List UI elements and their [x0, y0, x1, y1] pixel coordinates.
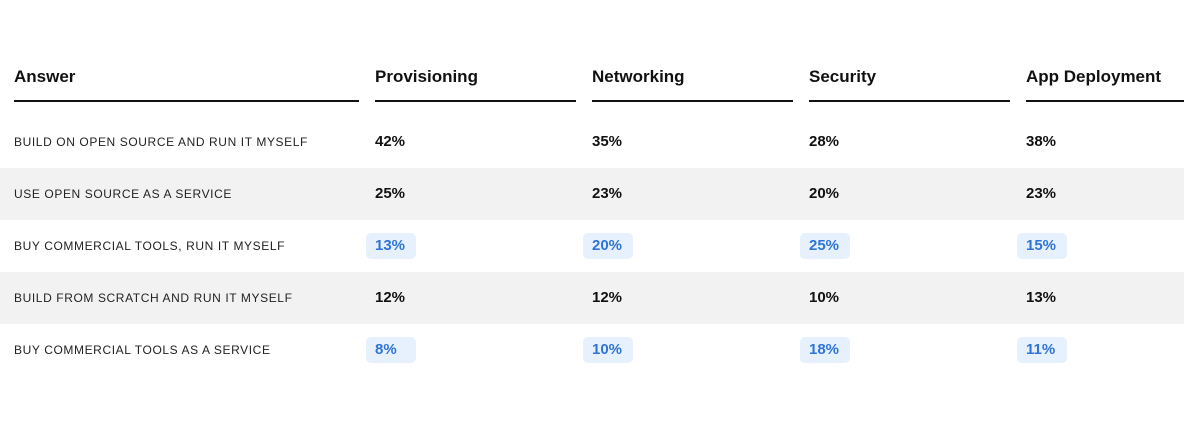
- table-cell-value: 20%: [583, 233, 633, 259]
- table-cell-value: 23%: [592, 185, 623, 202]
- row-label: USE OPEN SOURCE AS A SERVICE: [14, 187, 232, 201]
- column-header-security: Security: [809, 64, 1010, 102]
- table-cell-value: 18%: [800, 337, 850, 363]
- column-header-answer: Answer: [14, 64, 359, 102]
- column-header-provisioning: Provisioning: [375, 64, 576, 102]
- table-cell-value: 13%: [366, 233, 416, 259]
- table-cell-value: 11%: [1017, 337, 1067, 363]
- table-row: BUILD FROM SCRATCH AND RUN IT MYSELF 12% 1…: [0, 272, 1184, 324]
- table-cell-value: 23%: [1026, 185, 1057, 202]
- table-cell-value: 12%: [375, 289, 406, 306]
- table-cell-value: 28%: [809, 133, 840, 150]
- table-cell-value: 8%: [366, 337, 416, 363]
- table-cell-value: 12%: [592, 289, 623, 306]
- column-header-networking: Networking: [592, 64, 793, 102]
- row-label: BUILD ON OPEN SOURCE AND RUN IT MYSELF: [14, 135, 308, 149]
- table-row: BUY COMMERCIAL TOOLS, RUN IT MYSELF 13% 20…: [0, 220, 1184, 272]
- table-cell-value: 25%: [800, 233, 850, 259]
- table-row: USE OPEN SOURCE AS A SERVICE 25% 23% 20% 23%: [0, 168, 1184, 220]
- table-cell-value: 10%: [809, 289, 840, 306]
- table-cell-value: 20%: [809, 185, 840, 202]
- table-row: BUY COMMERCIAL TOOLS AS A SERVICE 8% 10% 18…: [0, 324, 1184, 376]
- table-cell-value: 35%: [592, 133, 623, 150]
- table-cell-value: 38%: [1026, 133, 1057, 150]
- table-cell-value: 15%: [1017, 233, 1067, 259]
- table-header: Answer Provisioning Networking Security …: [0, 64, 1184, 102]
- row-label: BUILD FROM SCRATCH AND RUN IT MYSELF: [14, 291, 293, 305]
- row-label: BUY COMMERCIAL TOOLS AS A SERVICE: [14, 343, 271, 357]
- column-header-app-deployment: App Deployment: [1026, 64, 1184, 102]
- table-cell-value: 42%: [375, 133, 406, 150]
- row-label: BUY COMMERCIAL TOOLS, RUN IT MYSELF: [14, 239, 286, 253]
- table-cell-value: 13%: [1026, 289, 1057, 306]
- table-cell-value: 25%: [375, 185, 406, 202]
- table-cell-value: 10%: [583, 337, 633, 363]
- table-row: BUILD ON OPEN SOURCE AND RUN IT MYSELF 42…: [0, 116, 1184, 168]
